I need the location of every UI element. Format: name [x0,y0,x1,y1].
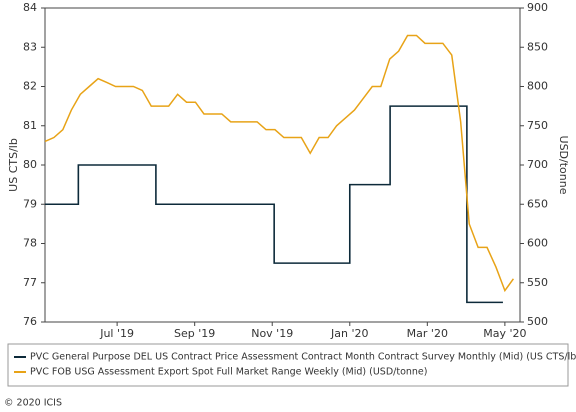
x-tick-label: Sep '19 [174,327,215,340]
y2-tick-label: 650 [527,197,548,210]
y-tick-label: 77 [23,276,37,289]
y-axis-label: US CTS/lb [7,138,20,192]
copyright: © 2020 ICIS [4,398,62,409]
x-tick-label: May '20 [483,327,526,340]
series-line [44,34,515,293]
x-tick-label: Jul '19 [99,327,134,340]
series-line [45,105,503,304]
legend-label: PVC General Purpose DEL US Contract Pric… [30,352,576,363]
y-tick-label: 76 [23,315,37,328]
y2-tick-label: 550 [527,276,548,289]
y2-tick-label: 850 [527,40,548,53]
y-tick-label: 81 [23,119,37,132]
x-tick-label: Jan '20 [330,327,368,340]
legend-label: PVC FOB USG Assessment Export Spot Full … [30,367,427,378]
x-tick-label: Mar '20 [407,327,448,340]
y-tick-label: 80 [23,158,37,171]
legend-box [7,343,569,387]
y2-tick-label: 500 [527,315,548,328]
y2-tick-label: 800 [527,80,548,93]
y-tick-label: 82 [23,80,37,93]
y-tick-label: 83 [23,40,37,53]
y2-tick-label: 750 [527,119,548,132]
y2-tick-label: 600 [527,237,548,250]
y-tick-label: 84 [23,1,37,14]
y-tick-label: 78 [23,237,37,250]
x-tick-label: Nov '19 [251,327,293,340]
y-tick-label: 79 [23,197,37,210]
y2-tick-label: 700 [527,158,548,171]
y2-tick-label: 900 [527,1,548,14]
y2-axis-label: USD/tonne [557,136,570,195]
